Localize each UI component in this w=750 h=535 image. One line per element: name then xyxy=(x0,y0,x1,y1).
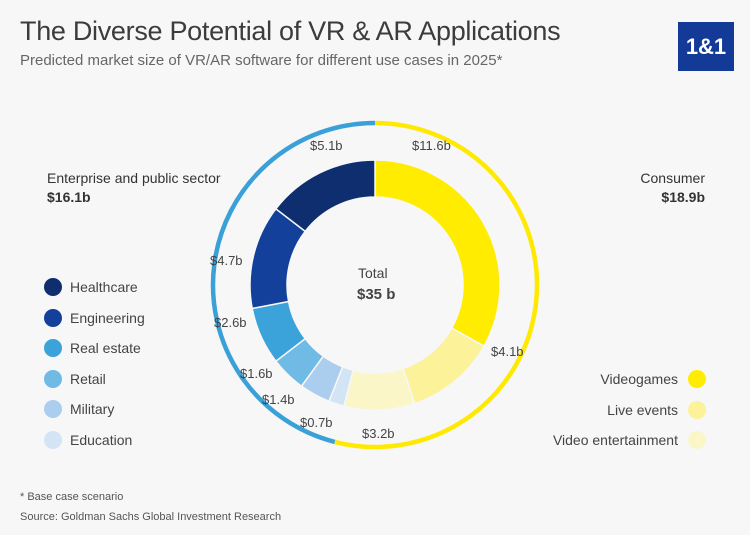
legend-item: Engineering xyxy=(44,308,145,327)
data-label-healthcare: $5.1b xyxy=(310,138,343,153)
legend-swatch xyxy=(688,431,706,449)
chart-title: The Diverse Potential of VR & AR Applica… xyxy=(20,16,561,46)
segment-live-events xyxy=(401,327,486,405)
group-label-consumer: Consumer $18.9b xyxy=(640,170,705,205)
legend-label: Live events xyxy=(607,401,678,418)
legend-swatch xyxy=(44,400,62,418)
data-label-military: $1.4b xyxy=(262,392,295,407)
legend-label: Videogames xyxy=(600,371,678,387)
legend-label: Military xyxy=(70,401,115,417)
data-label-engineering: $4.7b xyxy=(210,253,243,268)
legend-item: Live events xyxy=(607,400,706,419)
legend-item: Education xyxy=(44,430,133,449)
segment-healthcare xyxy=(274,159,376,233)
legend-swatch xyxy=(44,339,62,357)
chart-subtitle: Predicted market size of VR/AR software … xyxy=(20,52,503,69)
data-label-videogames: $11.6b xyxy=(412,138,451,153)
footnote: * Base case scenario xyxy=(20,491,124,503)
data-label-retail: $1.6b xyxy=(240,366,273,381)
segment-videogames xyxy=(374,159,501,348)
group-label-enterprise: Enterprise and public sector $16.1b xyxy=(47,170,221,205)
legend-item: Video entertainment xyxy=(553,431,706,449)
legend-item: Military xyxy=(44,400,114,418)
legend-item: Retail xyxy=(44,369,106,388)
data-label-real-estate: $2.6b xyxy=(214,315,247,330)
data-label-live-events: $4.1b xyxy=(491,344,524,359)
legend-swatch xyxy=(688,400,706,419)
legend-label: Real estate xyxy=(70,340,141,356)
legend-swatch xyxy=(44,430,62,449)
brand-logo: 1&1 xyxy=(678,22,734,71)
legend-swatch xyxy=(44,308,62,327)
legend-label: Video entertainment xyxy=(552,432,678,448)
data-label-education: $0.7b xyxy=(300,415,333,430)
group-ring-enterprise xyxy=(210,120,376,445)
legend-swatch xyxy=(44,278,62,296)
legend-item: Videogames xyxy=(600,370,706,388)
legend-label: Retail xyxy=(70,370,106,387)
legend-label: Education xyxy=(70,431,133,448)
legend-swatch xyxy=(44,369,62,388)
legend-label: Healthcare xyxy=(70,279,138,295)
segment-video-entertainment xyxy=(343,367,416,411)
center-value: $35 b xyxy=(357,286,396,303)
legend-item: Healthcare xyxy=(44,278,138,296)
legend-swatch xyxy=(688,370,706,388)
legend-item: Real estate xyxy=(44,339,141,357)
legend-label: Engineering xyxy=(70,309,145,326)
source: Source: Goldman Sachs Global Investment … xyxy=(20,511,282,523)
data-label-video-entertainment: $3.2b xyxy=(362,426,395,441)
center-label: Total xyxy=(358,265,388,281)
group-ring-consumer xyxy=(334,120,540,450)
